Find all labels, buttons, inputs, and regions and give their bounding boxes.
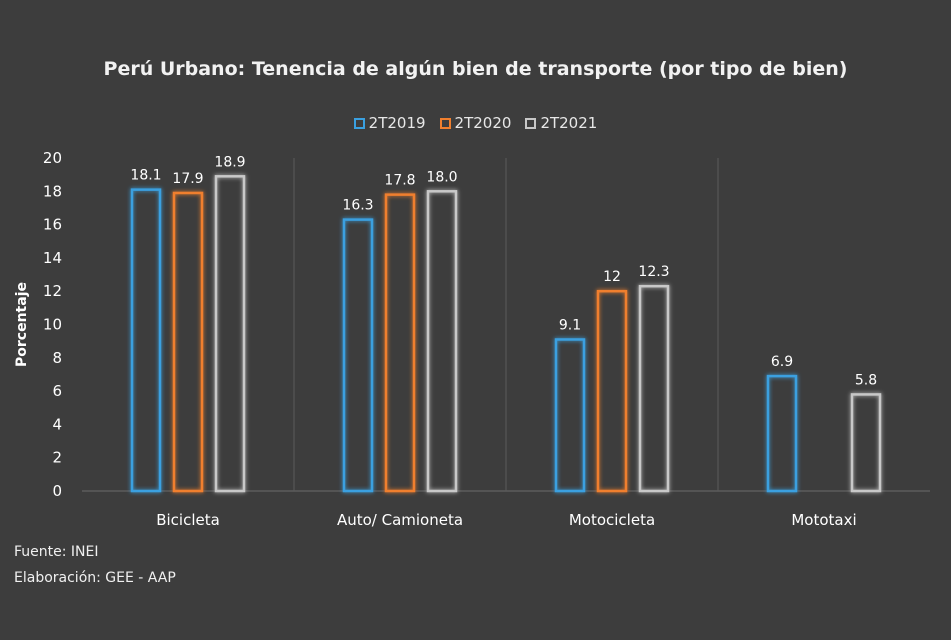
y-tick-label-18: 18 <box>43 182 62 200</box>
y-tick-label-14: 14 <box>43 249 62 267</box>
y-tick-label-12: 12 <box>43 282 62 300</box>
legend-swatch-2T2021 <box>525 117 537 129</box>
data-label-2T2019-Mototaxi: 6.9 <box>771 354 793 370</box>
data-label-2T2019-Motocicleta: 9.1 <box>559 317 581 333</box>
y-tick-label-6: 6 <box>52 382 62 400</box>
x-tick-label-Auto/ Camioneta: Auto/ Camioneta <box>337 511 463 529</box>
legend-label-2T2019: 2T2019 <box>368 114 426 132</box>
x-tick-label-Mototaxi: Mototaxi <box>791 511 856 529</box>
data-label-2T2020-Motocicleta: 12 <box>603 269 621 285</box>
legend-swatch-2T2019 <box>353 117 365 129</box>
bar-2T2021-Bicicleta <box>214 175 246 493</box>
legend-swatch-2T2020 <box>439 117 451 129</box>
bar-2T2019-Motocicleta <box>554 338 586 493</box>
bar-2T2021-Mototaxi <box>850 393 882 493</box>
chart-title: Perú Urbano: Tenencia de algún bien de t… <box>103 58 848 80</box>
y-tick-label-4: 4 <box>52 415 62 433</box>
data-label-2T2020-Bicicleta: 17.9 <box>172 171 203 187</box>
y-axis-label: Porcentaje <box>14 282 30 367</box>
data-label-2T2019-Bicicleta: 18.1 <box>130 168 161 184</box>
bar-2T2020-Auto/ Camioneta <box>384 193 416 493</box>
bar-2T2019-Bicicleta <box>130 188 162 493</box>
legend-item-2T2020: 2T2020 <box>439 114 512 132</box>
y-tick-label-0: 0 <box>52 482 62 500</box>
y-tick-label-8: 8 <box>52 349 62 367</box>
data-label-2T2020-Auto/ Camioneta: 17.8 <box>384 173 415 189</box>
data-label-2T2021-Mototaxi: 5.8 <box>855 372 877 388</box>
legend-label-2T2020: 2T2020 <box>454 114 512 132</box>
credit-note: Elaboración: GEE - AAP <box>14 570 176 586</box>
bar-2T2019-Mototaxi <box>766 374 798 493</box>
source-note: Fuente: INEI <box>14 544 99 560</box>
data-label-2T2021-Auto/ Camioneta: 18.0 <box>426 169 457 185</box>
data-label-2T2021-Bicicleta: 18.9 <box>214 154 245 170</box>
y-tick-label-16: 16 <box>43 216 62 234</box>
x-tick-label-Motocicleta: Motocicleta <box>569 511 655 529</box>
bar-2T2020-Motocicleta <box>596 289 628 493</box>
bar-2T2020-Bicicleta <box>172 191 204 493</box>
y-tick-label-2: 2 <box>52 449 62 467</box>
legend-item-2T2019: 2T2019 <box>353 114 426 132</box>
data-label-2T2019-Auto/ Camioneta: 16.3 <box>342 198 373 214</box>
legend-item-2T2021: 2T2021 <box>525 114 597 132</box>
chart-legend: 2T2019 2T2020 2T2021 <box>0 114 951 132</box>
data-label-2T2021-Motocicleta: 12.3 <box>638 264 669 280</box>
y-tick-label-10: 10 <box>43 316 62 334</box>
legend-label-2T2021: 2T2021 <box>540 114 598 132</box>
bar-2T2019-Auto/ Camioneta <box>342 218 374 493</box>
bar-2T2021-Auto/ Camioneta <box>426 190 458 493</box>
x-tick-label-Bicicleta: Bicicleta <box>156 511 220 529</box>
y-tick-label-20: 20 <box>43 149 62 167</box>
bar-2T2021-Motocicleta <box>638 284 670 493</box>
